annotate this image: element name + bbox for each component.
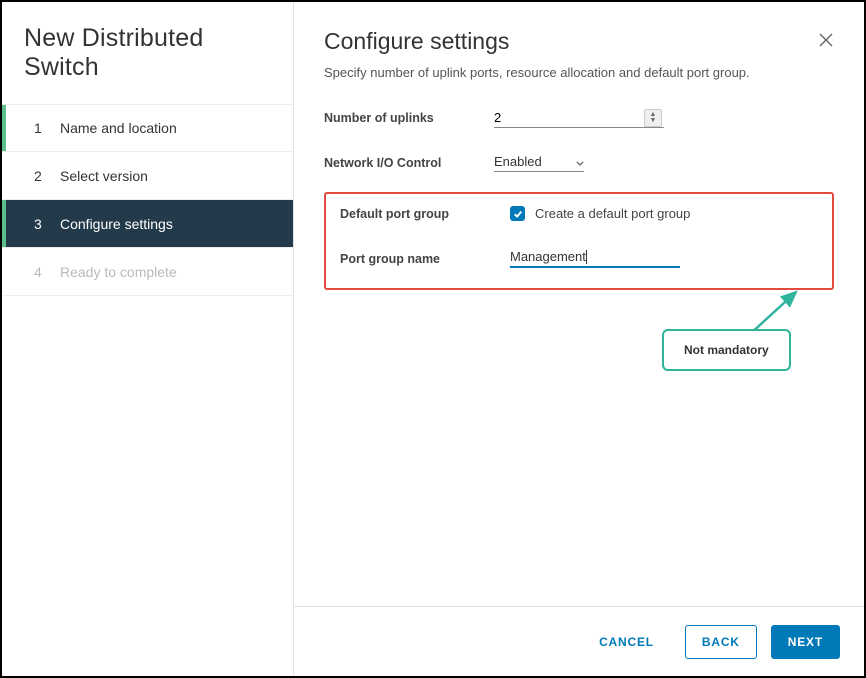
step-configure-settings[interactable]: 3 Configure settings — [2, 200, 293, 248]
nioc-label: Network I/O Control — [324, 156, 494, 170]
step-number: 3 — [34, 216, 50, 232]
close-icon[interactable] — [816, 30, 836, 50]
back-button[interactable]: BACK — [685, 625, 757, 659]
chevron-down-icon — [576, 154, 584, 169]
wizard-sidebar: New Distributed Switch 1 Name and locati… — [2, 2, 294, 676]
step-ready-complete: 4 Ready to complete — [2, 248, 293, 296]
panel-subtitle: Specify number of uplink ports, resource… — [324, 65, 834, 80]
annotation-highlight-box: Default port group Create a default port… — [324, 192, 834, 290]
wizard-footer: CANCEL BACK NEXT — [294, 606, 864, 676]
default-pg-checkbox-wrap[interactable]: Create a default port group — [510, 206, 690, 221]
row-uplinks: Number of uplinks ▲▼ — [324, 108, 834, 128]
uplinks-input-wrap[interactable]: ▲▼ — [494, 108, 664, 128]
nioc-select[interactable]: Enabled — [494, 154, 584, 172]
annotation-callout: Not mandatory — [662, 329, 791, 371]
nioc-value: Enabled — [494, 154, 570, 169]
step-label: Ready to complete — [60, 264, 177, 280]
step-select-version[interactable]: 2 Select version — [2, 152, 293, 200]
wizard-title: New Distributed Switch — [2, 24, 293, 104]
default-pg-checkbox[interactable] — [510, 206, 525, 221]
row-nioc: Network I/O Control Enabled — [324, 154, 834, 172]
default-pg-label: Default port group — [340, 207, 510, 221]
step-number: 2 — [34, 168, 50, 184]
wizard-main-panel: Configure settings Specify number of upl… — [294, 2, 864, 676]
wizard-steps: 1 Name and location 2 Select version 3 C… — [2, 104, 293, 296]
default-pg-checkbox-label: Create a default port group — [535, 206, 690, 221]
pg-name-input[interactable]: Management — [510, 249, 586, 264]
wizard-frame: New Distributed Switch 1 Name and locati… — [2, 2, 864, 676]
step-label: Select version — [60, 168, 148, 184]
pg-name-input-wrap[interactable]: Management — [510, 249, 680, 268]
step-label: Configure settings — [60, 216, 173, 232]
step-number: 4 — [34, 264, 50, 280]
step-name-location[interactable]: 1 Name and location — [2, 104, 293, 152]
stepper-icon[interactable]: ▲▼ — [644, 109, 662, 127]
next-button[interactable]: NEXT — [771, 625, 840, 659]
pg-name-label: Port group name — [340, 252, 510, 266]
row-default-port-group: Default port group Create a default port… — [340, 206, 818, 221]
uplinks-input[interactable] — [494, 108, 644, 127]
cancel-button[interactable]: CANCEL — [582, 625, 671, 659]
uplinks-label: Number of uplinks — [324, 111, 494, 125]
step-number: 1 — [34, 120, 50, 136]
panel-title: Configure settings — [324, 28, 834, 55]
callout-text: Not mandatory — [662, 329, 791, 371]
step-label: Name and location — [60, 120, 177, 136]
row-port-group-name: Port group name Management — [340, 249, 818, 268]
text-cursor — [586, 250, 587, 264]
